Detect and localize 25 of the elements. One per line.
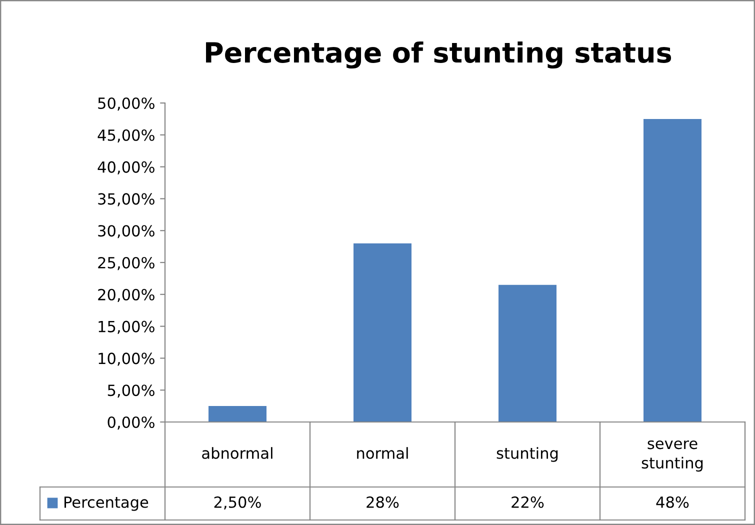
y-tick-label: 40,00% [98, 161, 154, 174]
y-tick-label: 0,00% [108, 416, 154, 430]
chart-title: Percentage of stunting status [206, 41, 672, 69]
y-tick-label: 30,00% [98, 225, 154, 238]
x-tick-label: stunting [496, 447, 558, 462]
y-tick-label: 35,00% [98, 193, 154, 206]
bar [208, 406, 266, 422]
y-tick-label: 5,00% [108, 384, 154, 398]
data-label: 22% [512, 496, 544, 508]
x-tick-label: normal [357, 447, 408, 459]
bar [644, 118, 702, 422]
y-tick-label: 25,00% [98, 256, 154, 270]
y-tick-label: 15,00% [98, 320, 154, 334]
data-label: 28% [366, 496, 399, 508]
data-label: 2,50% [214, 496, 261, 510]
x-tick-label: abnormal [202, 447, 272, 459]
y-tick-label: 20,00% [98, 288, 154, 302]
y-tick-label: 45,00% [98, 129, 154, 142]
y-tick-label: 10,00% [98, 352, 154, 366]
legend-label: Percentage [64, 496, 148, 511]
x-tick-label: severe stunting [642, 440, 703, 472]
y-tick-label: 50,00% [98, 97, 154, 111]
data-label: 48% [656, 496, 689, 508]
bar [498, 284, 556, 422]
bar [354, 243, 412, 422]
